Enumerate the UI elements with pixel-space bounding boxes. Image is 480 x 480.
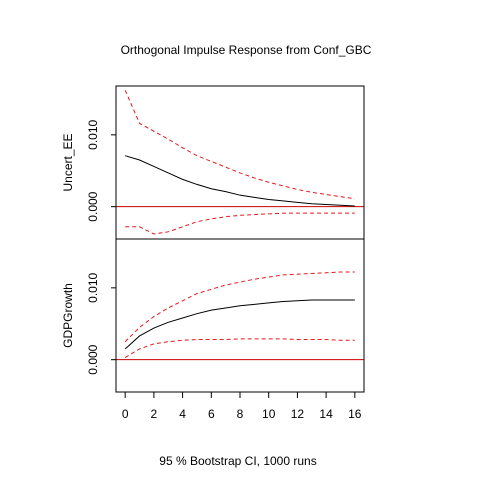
x-tick-label: 8: [237, 407, 244, 421]
series-ci-lower: [124, 338, 355, 358]
y-tick-label: 0.000: [86, 344, 100, 374]
y-axis-label: GDPGrowth: [61, 283, 75, 348]
x-axis-label: 95 % Bootstrap CI, 1000 runs: [159, 454, 316, 468]
series-ci-upper: [124, 90, 355, 200]
x-tick-label: 12: [291, 407, 305, 421]
y-tick-label: 0.000: [86, 191, 100, 221]
panel-2: 0.000 0.010 GDPGrowth: [61, 238, 365, 393]
series-response: [125, 155, 355, 207]
x-tick-label: 14: [319, 407, 333, 421]
x-axis: 0 2 4 6 8 10 12 14 16: [122, 392, 362, 421]
series-response: [124, 299, 355, 350]
x-tick-label: 10: [262, 407, 276, 421]
panel-frame: [115, 238, 365, 393]
panel-1: 0.000 0.010 Uncert_EE: [61, 85, 365, 240]
x-tick-label: 16: [348, 407, 362, 421]
panel-frame: [115, 85, 365, 240]
panels: 0.000 0.010 Uncert_EE 0.000 0.010 GDPGrowth: [61, 85, 365, 393]
x-tick-label: 2: [151, 407, 158, 421]
x-tick-label: 0: [122, 407, 129, 421]
y-tick-label: 0.010: [86, 273, 100, 303]
x-tick-label: 6: [208, 407, 215, 421]
y-axis-label: Uncert_EE: [61, 133, 75, 191]
series-ci-lower: [125, 212, 355, 235]
y-tick-label: 0.010: [86, 120, 100, 150]
series-ci-upper: [124, 271, 355, 343]
chart-title: Orthogonal Impulse Response from Conf_GB…: [121, 43, 372, 57]
x-tick-label: 4: [179, 407, 186, 421]
